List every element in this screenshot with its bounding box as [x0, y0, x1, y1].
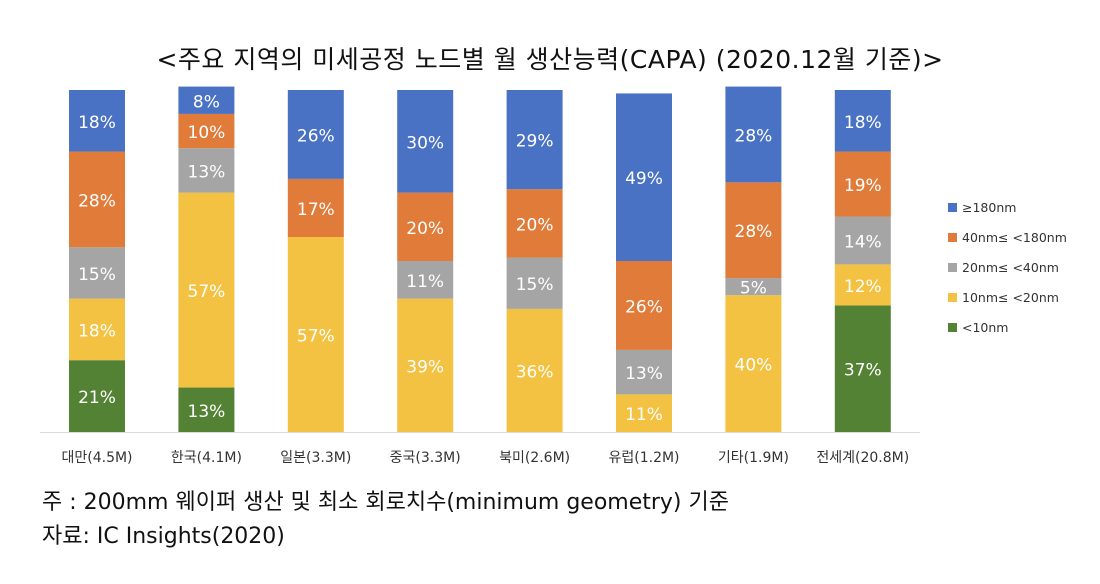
- bar-segment: [725, 278, 782, 296]
- data-label: 26%: [297, 126, 335, 146]
- legend-label: 20nm≤ <40nm: [962, 260, 1059, 275]
- stacked-bar-chart: 21% 18% 15% 28% 18% 13% 57% 13% 10% 8% 57% 17% 26% 39…: [40, 86, 1067, 466]
- bar-segment: [834, 305, 891, 432]
- data-label: 18%: [78, 321, 116, 341]
- bar-segment: [397, 90, 454, 193]
- legend-label: ≥180nm: [962, 200, 1016, 215]
- bar-segment: [506, 189, 563, 258]
- bar-segment: [506, 90, 563, 190]
- data-label: 28%: [735, 222, 773, 242]
- bar-segment: [725, 295, 782, 432]
- bar-segment: [178, 192, 235, 388]
- data-label: 37%: [844, 361, 882, 381]
- bar-segment: [69, 151, 125, 248]
- data-label: 15%: [78, 265, 116, 285]
- x-tick-label: 전세계(20.8M): [816, 450, 909, 466]
- data-label: 20%: [406, 219, 444, 239]
- x-tick-label: 대만(4.5M): [61, 450, 132, 466]
- legend-swatch: [948, 263, 957, 272]
- data-label: 11%: [625, 405, 663, 425]
- data-label: 28%: [735, 126, 773, 146]
- footnote-source: 자료: IC Insights(2020): [42, 524, 285, 549]
- data-label: 10%: [188, 123, 226, 143]
- bar-segment: [506, 308, 563, 432]
- legend-swatch: [948, 233, 957, 242]
- legend-label: 40nm≤ <180nm: [962, 230, 1067, 245]
- x-tick-label: 일본(3.3M): [280, 450, 351, 466]
- footnote-criteria: 주 : 200mm 웨이퍼 생산 및 최소 회로치수(minimum geome…: [42, 490, 729, 515]
- x-tick-label: 북미(2.6M): [499, 450, 570, 466]
- legend-swatch: [948, 323, 957, 332]
- data-label: 17%: [297, 200, 335, 220]
- bar-segment: [834, 264, 891, 306]
- bar-segment: [834, 216, 891, 265]
- bar-segment: [178, 86, 235, 114]
- data-label: 11%: [406, 272, 444, 292]
- data-label: 13%: [625, 364, 663, 384]
- chart-title: <주요 지역의 미세공정 노드별 월 생산능력(CAPA) (2020.12월 …: [156, 45, 944, 74]
- data-label: 49%: [625, 169, 663, 189]
- data-label: 12%: [844, 277, 882, 297]
- x-tick-label: 유럽(1.2M): [608, 450, 679, 466]
- bar-segment: [178, 113, 235, 149]
- bar-segment: [616, 261, 672, 350]
- bar-segment: [616, 93, 672, 261]
- x-tick-label: 중국(3.3M): [390, 450, 461, 466]
- data-label: 15%: [516, 275, 554, 295]
- x-tick-label: 한국(4.1M): [171, 450, 242, 466]
- x-tick-label: 기타(1.9M): [718, 450, 789, 466]
- bar-segment: [725, 182, 782, 279]
- legend-label: <10nm: [962, 320, 1008, 335]
- data-label: 21%: [78, 388, 116, 408]
- data-label: 13%: [188, 162, 226, 182]
- data-label: 5%: [740, 279, 767, 299]
- bar-segment: [397, 298, 454, 432]
- bar-segment: [834, 151, 891, 217]
- data-label: 19%: [844, 176, 882, 196]
- bar-segment: [616, 349, 672, 395]
- bar-segment: [287, 90, 344, 179]
- data-label: 14%: [844, 232, 882, 252]
- data-label: 8%: [193, 92, 220, 112]
- bar-segment: [616, 394, 672, 432]
- bar-segment: [69, 298, 125, 361]
- bar-segment: [178, 148, 235, 193]
- bar-segment: [69, 90, 125, 152]
- data-label: 13%: [188, 402, 226, 422]
- data-label: 26%: [625, 297, 663, 317]
- data-label: 18%: [78, 113, 116, 133]
- bar-segment: [397, 261, 454, 299]
- data-label: 29%: [516, 132, 554, 152]
- data-label: 57%: [188, 282, 226, 302]
- bar-segment: [506, 257, 563, 309]
- data-label: 28%: [78, 191, 116, 211]
- legend-label: 10nm≤ <20nm: [962, 290, 1059, 305]
- data-label: 20%: [516, 215, 554, 235]
- bar-segment: [834, 90, 891, 152]
- data-label: 30%: [406, 133, 444, 153]
- bar-segment: [287, 178, 344, 238]
- bar-segment: [69, 360, 125, 432]
- bars-layer: 21% 18% 15% 28% 18% 13% 57% 13% 10% 8% 57% 17% 26% 39…: [69, 86, 891, 432]
- data-label: 36%: [516, 362, 554, 382]
- data-label: 40%: [735, 356, 773, 376]
- bar-segment: [725, 86, 782, 183]
- bar-segment: [178, 387, 235, 432]
- legend-swatch: [948, 203, 957, 212]
- bar-segment: [287, 237, 344, 432]
- x-axis: 대만(4.5M) 한국(4.1M) 일본(3.3M) 중국(3.3M) 북미(2.6M)…: [40, 432, 920, 466]
- bar-segment: [69, 247, 125, 299]
- data-label: 57%: [297, 327, 335, 347]
- legend: ≥180nm 40nm≤ <180nm 20nm≤ <40nm 10nm≤ <20nm…: [948, 200, 1067, 335]
- legend-swatch: [948, 293, 957, 302]
- data-label: 18%: [844, 113, 882, 133]
- bar-segment: [397, 192, 454, 261]
- data-label: 39%: [406, 357, 444, 377]
